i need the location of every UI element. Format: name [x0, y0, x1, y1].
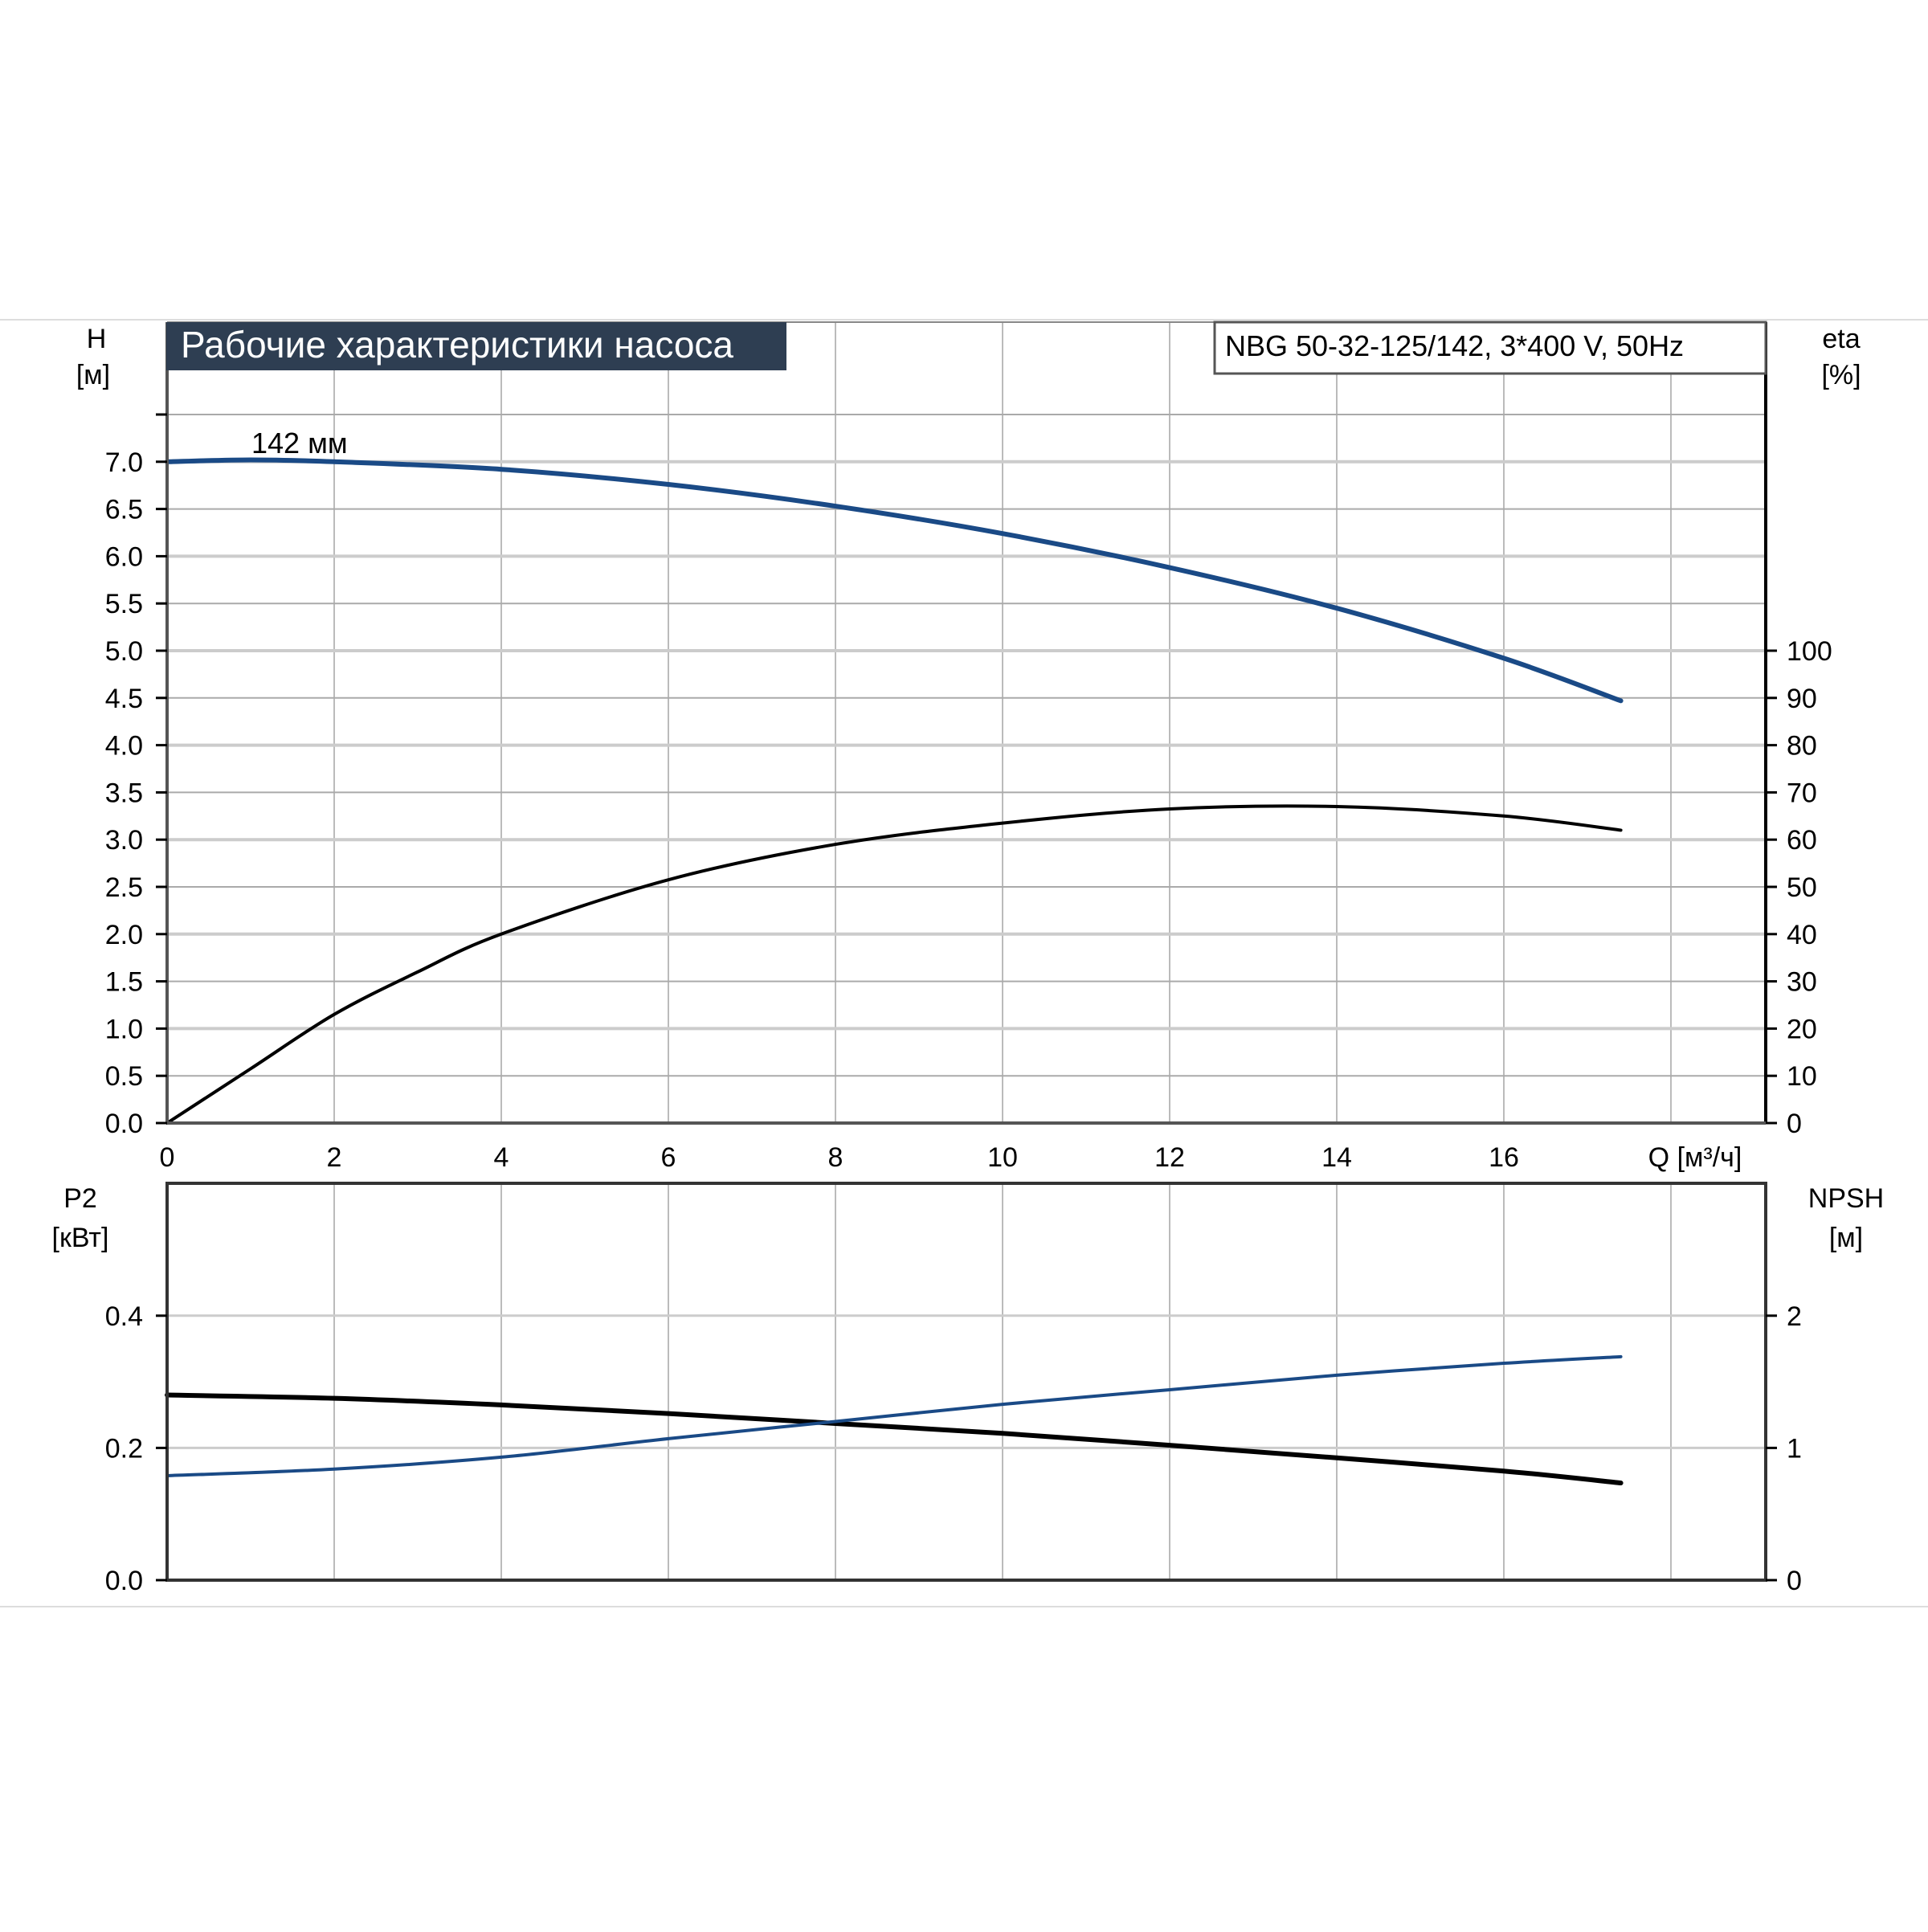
x-tick-label: 8	[828, 1142, 844, 1173]
x-tick-label: 10	[987, 1142, 1018, 1173]
x-axis-label: Q [м³/ч]	[1648, 1142, 1742, 1173]
y-tick-label: 2.0	[105, 920, 143, 950]
y-tick-label: 3.0	[105, 825, 143, 856]
model-label: NBG 50-32-125/142, 3*400 V, 50Hz	[1225, 329, 1684, 362]
npsh-tick-label: 2	[1787, 1301, 1802, 1332]
y-tick-label: 2.5	[105, 872, 143, 903]
efficiency-curve	[165, 804, 1623, 1125]
x-tick-label: 0	[160, 1142, 175, 1173]
eta-axis-unit: [%]	[1821, 360, 1861, 390]
y-tick-label: 5.0	[105, 636, 143, 667]
head-curve	[165, 457, 1624, 704]
x-tick-label: 12	[1154, 1142, 1185, 1173]
x-tick-label: 6	[661, 1142, 676, 1173]
eta-tick-label: 40	[1787, 920, 1817, 950]
y-tick-label: 5.5	[105, 589, 143, 619]
p2-axis-unit: [кВт]	[52, 1223, 109, 1253]
npsh-axis-name: NPSH	[1808, 1183, 1884, 1214]
eta-tick-label: 70	[1787, 778, 1817, 808]
lower-plot-frame	[165, 1182, 1767, 1582]
eta-tick-label: 20	[1787, 1014, 1817, 1044]
eta-tick-label: 30	[1787, 967, 1817, 998]
p2-tick-label: 0.0	[105, 1566, 143, 1596]
y-tick-label: 0.0	[105, 1109, 143, 1139]
p2-tick-label: 0.4	[105, 1301, 143, 1332]
y-tick-label: 1.5	[105, 967, 143, 998]
eta-tick-label: 100	[1787, 636, 1832, 667]
y-tick-label: 4.5	[105, 684, 143, 714]
eta-tick-label: 80	[1787, 731, 1817, 762]
y-tick-label: 0.5	[105, 1061, 143, 1092]
eta-axis-name: eta	[1822, 324, 1860, 354]
power-p2-curve	[165, 1392, 1624, 1486]
npsh-tick-label: 0	[1787, 1566, 1802, 1596]
h-axis-name: H	[87, 324, 107, 354]
chart-title: Рабочие характеристики насоса	[181, 324, 733, 366]
x-tick-label: 16	[1489, 1142, 1519, 1173]
title-banner	[166, 322, 786, 370]
y-tick-label: 7.0	[105, 447, 143, 478]
h-axis-unit: [м]	[76, 360, 110, 390]
impeller-annotation: 142 мм	[251, 427, 348, 460]
y-tick-label: 1.0	[105, 1014, 143, 1044]
y-tick-label: 3.5	[105, 778, 143, 808]
eta-tick-label: 0	[1787, 1109, 1802, 1139]
y-tick-label: 6.0	[105, 541, 143, 572]
npsh-curve	[165, 1354, 1623, 1477]
x-tick-label: 14	[1321, 1142, 1352, 1173]
x-tick-label: 2	[327, 1142, 342, 1173]
y-tick-label: 4.0	[105, 731, 143, 762]
eta-tick-label: 60	[1787, 825, 1817, 856]
model-box	[1213, 321, 1767, 375]
eta-tick-label: 90	[1787, 684, 1817, 714]
eta-tick-label: 50	[1787, 872, 1817, 903]
eta-tick-label: 10	[1787, 1061, 1817, 1092]
x-tick-label: 4	[494, 1142, 509, 1173]
p2-axis-name: P2	[63, 1183, 97, 1214]
p2-tick-label: 0.2	[105, 1433, 143, 1464]
npsh-tick-label: 1	[1787, 1433, 1802, 1464]
npsh-axis-unit: [м]	[1829, 1223, 1863, 1253]
y-tick-label: 6.5	[105, 495, 143, 525]
